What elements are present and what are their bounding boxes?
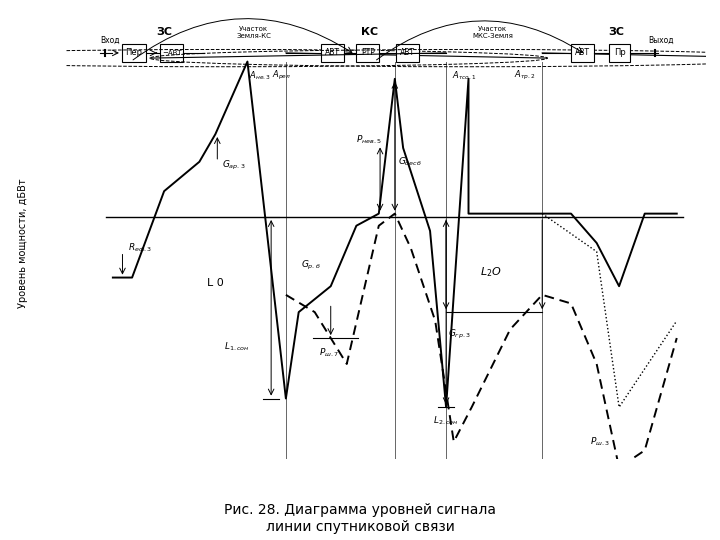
Bar — [571, 44, 594, 62]
Text: ЗС: ЗС — [608, 27, 624, 37]
Text: L 0: L 0 — [207, 278, 224, 288]
Bar — [356, 44, 379, 62]
Text: $P_{ш.3}$: $P_{ш.3}$ — [590, 435, 610, 448]
Text: Вход: Вход — [100, 36, 120, 45]
Text: $L_{1.сон}$: $L_{1.сон}$ — [224, 340, 249, 353]
Bar — [161, 44, 184, 62]
Text: $A_{тр.2}$: $A_{тр.2}$ — [514, 69, 536, 82]
Text: $L_2O$: $L_2O$ — [480, 266, 502, 279]
Text: $A_{рел}$: $A_{рел}$ — [272, 69, 291, 82]
Text: Участок
МКС-Земля: Участок МКС-Земля — [472, 26, 513, 39]
Text: Пер: Пер — [125, 49, 143, 57]
Text: Выход: Выход — [648, 36, 673, 45]
Text: $P_{нев.5}$: $P_{нев.5}$ — [356, 133, 382, 146]
Text: $R_{еф.3}$: $R_{еф.3}$ — [127, 241, 152, 255]
Text: Участок
Земля-КС: Участок Земля-КС — [236, 26, 271, 39]
Text: КС: КС — [361, 27, 378, 37]
Bar — [122, 44, 145, 62]
Text: ЗС: ЗС — [156, 27, 172, 37]
Text: $P_{ш.7}$: $P_{ш.7}$ — [319, 347, 339, 359]
Text: АВТ: АВТ — [575, 49, 590, 57]
Text: Пр: Пр — [614, 49, 626, 57]
Text: $G_{гр.3}$: $G_{гр.3}$ — [448, 328, 471, 341]
Text: $G_{р.б}$: $G_{р.б}$ — [301, 259, 320, 272]
Text: $G_{бесб}$: $G_{бесб}$ — [398, 156, 422, 168]
Text: −АВТ: −АВТ — [162, 50, 181, 56]
Text: АВТ: АВТ — [400, 49, 415, 57]
Bar — [396, 44, 419, 62]
Text: $A_{не.3}$: $A_{не.3}$ — [249, 69, 271, 82]
Bar — [609, 44, 630, 62]
Text: $G_{ар.3}$: $G_{ар.3}$ — [222, 159, 246, 172]
Text: $A_{тсо.1}$: $A_{тсо.1}$ — [451, 69, 477, 82]
Bar — [321, 44, 344, 62]
Text: АВТ: АВТ — [325, 49, 340, 57]
Text: Уровень мощности, дБВт: Уровень мощности, дБВт — [18, 178, 28, 308]
Text: Рис. 28. Диаграмма уровней сигнала
линии спутниковой связи: Рис. 28. Диаграмма уровней сигнала линии… — [224, 503, 496, 534]
Text: РТР: РТР — [361, 49, 375, 57]
Text: $L_{2.сон}$: $L_{2.сон}$ — [433, 415, 459, 427]
